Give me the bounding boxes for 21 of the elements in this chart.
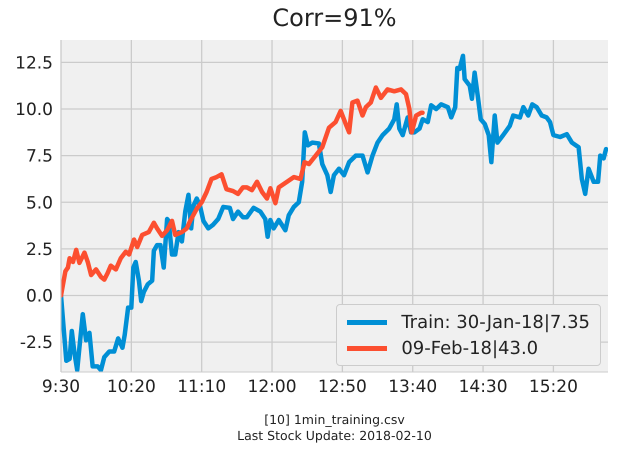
x-tick-label: 12:50 [318,377,367,398]
y-tick-label: 12.5 [15,53,53,74]
y-tick-label: 2.5 [26,240,53,260]
y-tick-label: 7.5 [26,146,53,167]
legend-label: 09-Feb-18|43.0 [401,338,538,358]
y-tick-label: 0.0 [26,286,53,307]
x-tick-label: 10:20 [106,377,156,398]
chart-title: Corr=91% [271,4,398,32]
x-tick-label: 13:40 [388,377,438,398]
y-tick-label: 5.0 [26,193,53,214]
legend-label: Train: 30-Jan-18|7.35 [401,312,590,332]
text: Last Stock Update: 2018-02-10 [236,428,433,444]
x-tick-label: 15:20 [528,377,578,398]
line-series [61,85,425,298]
x-tick-label: 14:30 [458,377,508,398]
x-tick-label: 9:30 [42,377,80,398]
y-tick-label: -2.5 [20,333,53,354]
text: [10] 1min_training.csv [263,412,406,428]
y-tick-label: 10.0 [15,100,53,120]
x-tick-label: 12:00 [248,377,297,398]
x-tick-label: 11:10 [177,377,226,398]
